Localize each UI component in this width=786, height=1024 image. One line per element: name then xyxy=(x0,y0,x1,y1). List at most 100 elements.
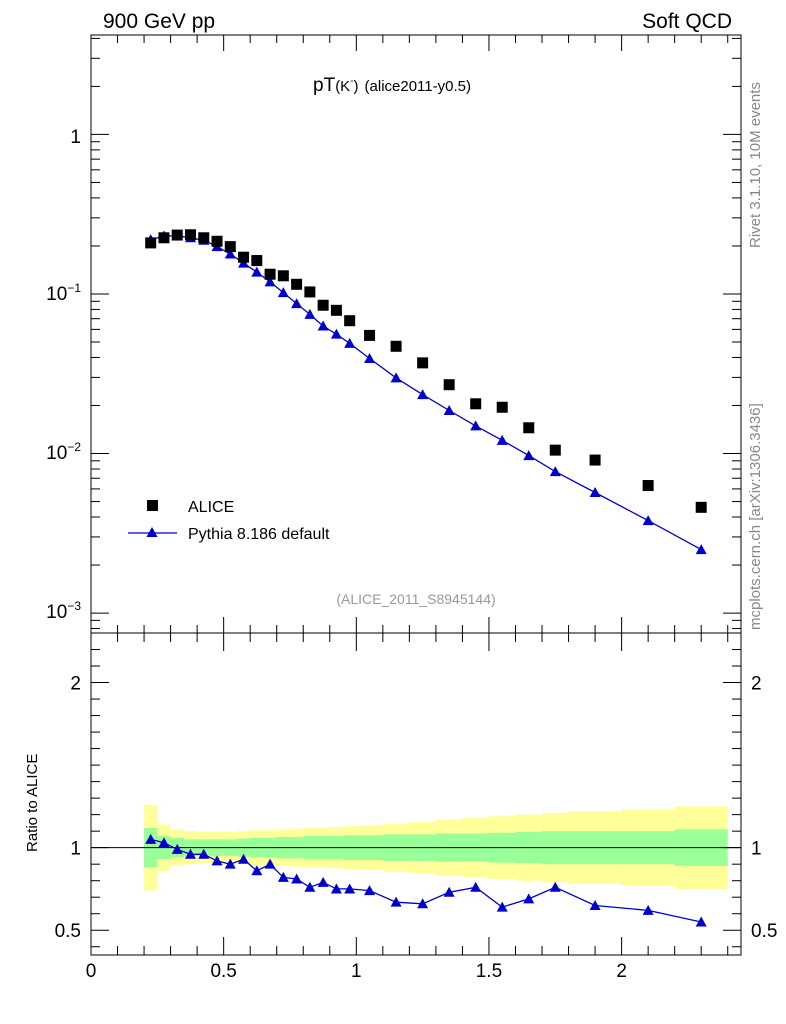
ratio-pythia-point xyxy=(642,904,654,915)
ratio-pythia-point xyxy=(304,881,316,892)
pythia-point xyxy=(470,420,482,431)
plot-title: pT(K-) (alice2011-y0.5) xyxy=(313,75,471,96)
ratio-ytick-label-right: 2 xyxy=(751,674,762,695)
ratio-axis-ticks xyxy=(90,632,741,955)
alice-point xyxy=(198,232,210,244)
main-axis-ticks xyxy=(90,35,741,633)
pythia-point xyxy=(417,389,429,400)
ratio-pythia-point xyxy=(364,885,376,896)
analysis-watermark: (ALICE_2011_S8945144) xyxy=(336,591,495,607)
mcplots-label: mcplots.cern.ch [arXiv:1306.3436] xyxy=(747,403,764,630)
ytick-label-1: 1 xyxy=(70,127,81,148)
alice-point xyxy=(145,237,157,249)
alice-point xyxy=(390,340,402,352)
alice-point xyxy=(364,329,376,341)
alice-point xyxy=(642,480,654,492)
ratio-ytick-label-left: 1 xyxy=(70,839,81,860)
alice-point xyxy=(184,229,196,241)
alice-point xyxy=(224,241,236,253)
legend-pythia-label: Pythia 8.186 default xyxy=(188,526,330,543)
pythia-point xyxy=(589,486,601,497)
ratio-tick-labels: 0.5 0.51 12 20 0.5 1 1.5 2 xyxy=(55,674,778,982)
title-sup: - xyxy=(350,76,353,87)
alice-point xyxy=(496,401,508,413)
ratio-pythia-point xyxy=(291,873,303,884)
title-close: ) xyxy=(354,78,359,95)
legend-pythia-marker xyxy=(146,527,158,537)
ratio-pythia-point xyxy=(695,916,707,927)
xtick-label: 0 xyxy=(86,961,97,982)
ytick-label-1e-1: 10−1 xyxy=(46,281,81,305)
pythia-point xyxy=(291,298,303,309)
pythia-point xyxy=(364,353,376,364)
ratio-ylabel: Ratio to ALICE xyxy=(24,754,41,852)
ratio-pythia-point xyxy=(264,858,276,869)
xtick-label: 1.5 xyxy=(476,961,502,982)
ratio-pythia-point xyxy=(443,886,455,897)
ratio-pythia-point xyxy=(523,893,535,904)
ratio-pythia-point xyxy=(198,848,210,859)
pythia-point xyxy=(224,248,236,259)
title-tag: (alice2011-y0.5) xyxy=(365,78,471,95)
ratio-ytick-label-right: 0.5 xyxy=(751,921,777,942)
pythia-point xyxy=(549,466,561,477)
ratio-ytick-label-right: 1 xyxy=(751,839,762,860)
ratio-pythia-point xyxy=(251,865,263,876)
pythia-point xyxy=(523,450,535,461)
alice-point xyxy=(344,315,356,327)
legend-alice-marker xyxy=(147,500,158,511)
ratio-panel-frame xyxy=(90,632,742,956)
title-main: pT xyxy=(313,75,336,96)
ratio-data-marks xyxy=(145,833,707,927)
alice-point xyxy=(291,278,303,290)
alice-point xyxy=(695,501,707,513)
main-panel: pT(K-) (alice2011-y0.5) 1 10−1 10−2 10−3 … xyxy=(46,34,742,634)
ratio-pythia-point xyxy=(317,876,329,887)
xtick-label: 0.5 xyxy=(210,961,236,982)
ratio-pythia-point xyxy=(158,837,170,848)
legend: ALICE Pythia 8.186 default xyxy=(128,499,330,543)
header-right: Soft QCD xyxy=(642,10,732,33)
pythia-point xyxy=(496,434,508,445)
ratio-pythia-point xyxy=(171,843,183,854)
ratio-ytick-label-left: 2 xyxy=(70,674,81,695)
pythia-point xyxy=(317,320,329,331)
alice-point xyxy=(171,229,183,241)
ratio-pythia-point xyxy=(184,848,196,859)
alice-point xyxy=(443,379,455,391)
ratio-panel: Ratio to ALICE 0.5 0.51 12 20 0.5 1 1.5 2 xyxy=(24,632,778,982)
ratio-pythia-point xyxy=(417,898,429,909)
alice-point xyxy=(549,444,561,456)
ratio-pythia-point xyxy=(390,896,402,907)
alice-point xyxy=(277,270,289,282)
ratio-pythia-point xyxy=(330,883,342,894)
pythia-point xyxy=(344,337,356,348)
pythia-point xyxy=(695,544,707,555)
ratio-ytick-label-left: 0.5 xyxy=(55,921,81,942)
pythia-point xyxy=(443,405,455,416)
alice-point xyxy=(238,251,250,263)
pythia-point xyxy=(251,266,263,277)
ratio-pythia-point xyxy=(589,899,601,910)
pythia-point xyxy=(390,372,402,383)
header-left: 900 GeV pp xyxy=(103,10,215,33)
pythia-point xyxy=(330,328,342,339)
ratio-pythia-point xyxy=(549,881,561,892)
alice-point xyxy=(304,286,316,298)
legend-alice-label: ALICE xyxy=(188,499,234,516)
main-data-marks xyxy=(145,229,707,555)
alice-point xyxy=(264,268,276,280)
ratio-pythia-point xyxy=(277,871,289,882)
ratio-uncertainty-bands xyxy=(91,804,741,891)
ratio-pythia-point xyxy=(496,901,508,912)
pythia-point xyxy=(264,276,276,287)
alice-point xyxy=(470,398,482,410)
alice-point xyxy=(417,357,429,369)
alice-point xyxy=(317,299,329,311)
main-panel-frame xyxy=(90,34,742,634)
ytick-label-1e-2: 10−2 xyxy=(46,440,81,464)
ratio-pythia-point xyxy=(238,853,250,864)
ratio-pythia-point xyxy=(224,858,236,869)
ratio-pythia-point xyxy=(470,881,482,892)
